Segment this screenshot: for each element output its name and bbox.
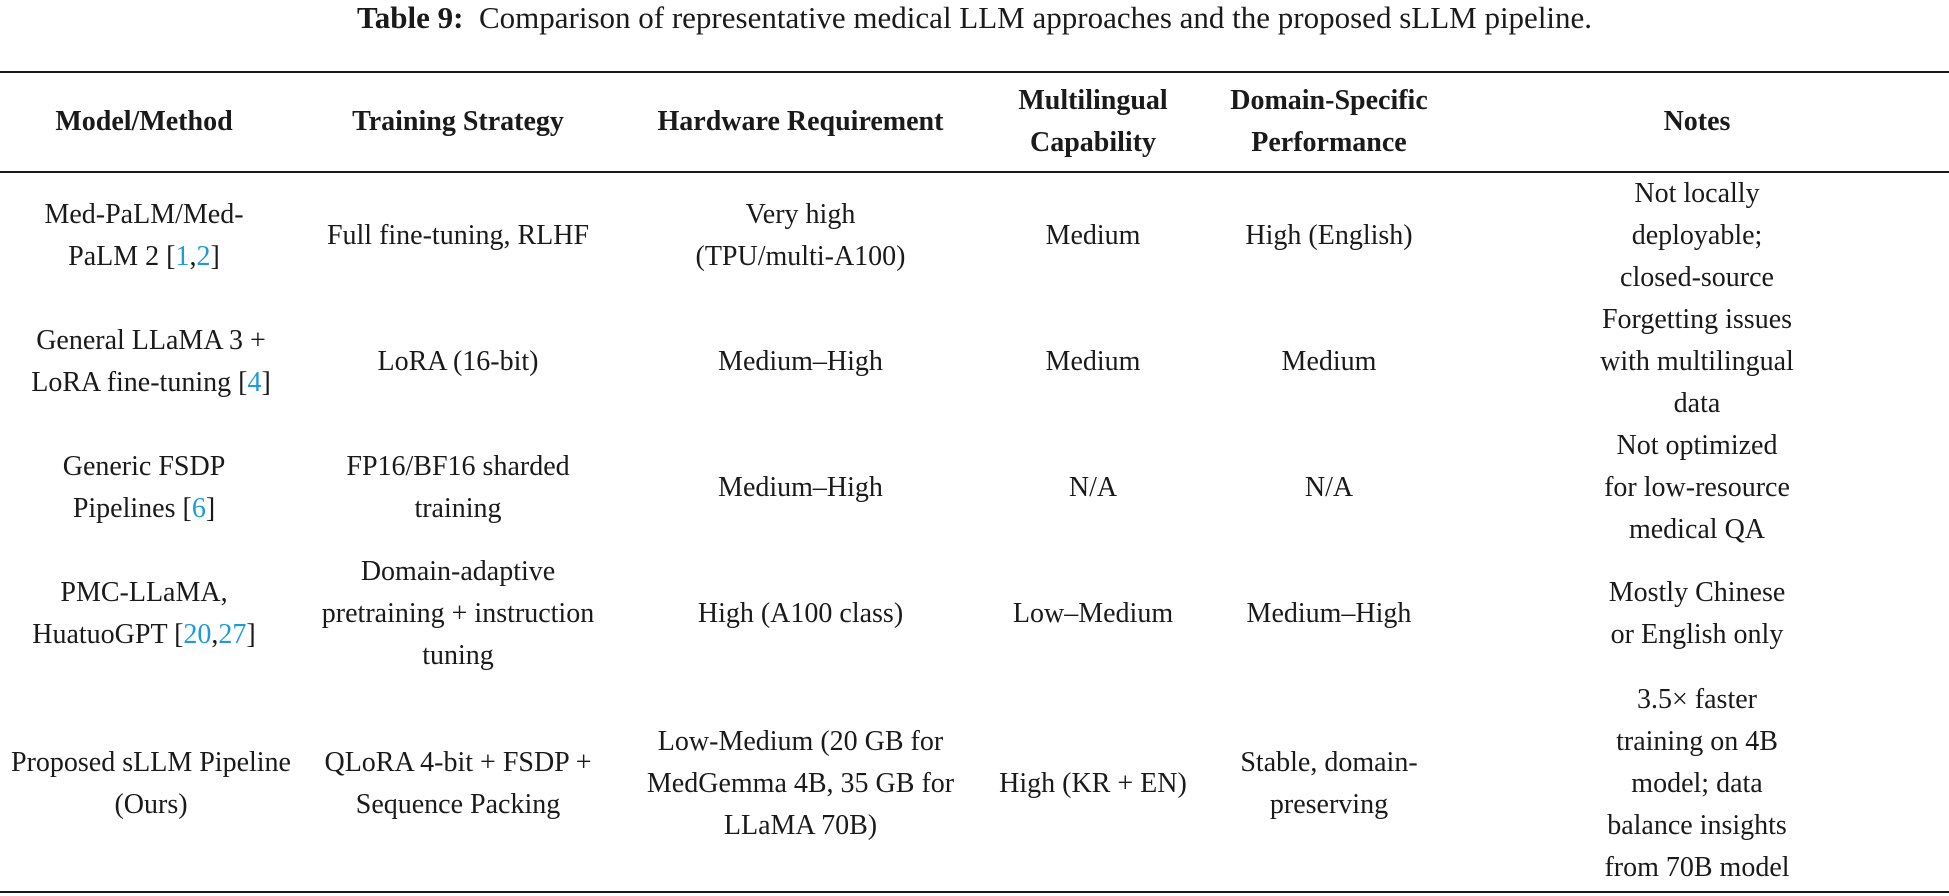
header-multilingual: Multilingual Capability bbox=[973, 72, 1213, 173]
header-notes: Notes bbox=[1445, 72, 1949, 173]
cell-training: Domain-adaptive pretraining + instructio… bbox=[321, 556, 595, 671]
citation-link[interactable]: 20 bbox=[183, 619, 212, 650]
cell-model: PMC-LLaMA, HuatuoGPT [20,27] bbox=[32, 577, 256, 650]
citation-link[interactable]: 4 bbox=[247, 367, 262, 398]
cell-training: Full fine-tuning, RLHF bbox=[326, 220, 590, 251]
cell-model: Generic FSDP Pipelines [6] bbox=[62, 451, 226, 524]
citation-link[interactable]: 1 bbox=[175, 241, 190, 272]
cell-notes: Mostly Chinese or English only bbox=[1608, 577, 1786, 650]
cell-notes: 3.5× faster training on 4B model; data b… bbox=[1604, 684, 1790, 883]
table-row: Generic FSDP Pipelines [6] FP16/BF16 sha… bbox=[0, 425, 1949, 551]
cell-hardware: High (A100 class) bbox=[697, 598, 904, 629]
table-header: Model/Method Training Strategy Hardware … bbox=[0, 72, 1949, 173]
cell-training: LoRA (16-bit) bbox=[377, 346, 539, 377]
table-row: Proposed sLLM Pipeline (Ours) QLoRA 4-bi… bbox=[0, 677, 1949, 892]
caption-text: Comparison of representative medical LLM… bbox=[478, 0, 1593, 35]
table-row: General LLaMA 3 + LoRA fine-tuning [4] L… bbox=[0, 299, 1949, 425]
cell-model: Med-PaLM/Med-PaLM 2 [1,2] bbox=[44, 199, 244, 272]
cell-domain: Medium–High bbox=[1246, 598, 1412, 629]
table-row: PMC-LLaMA, HuatuoGPT [20,27] Domain-adap… bbox=[0, 551, 1949, 677]
caption-label: Table 9: bbox=[356, 0, 464, 35]
header-hardware: Hardware Requirement bbox=[628, 72, 973, 173]
cell-training: QLoRA 4-bit + FSDP + Sequence Packing bbox=[324, 747, 592, 820]
header-domain: Domain-Specific Performance bbox=[1213, 72, 1445, 173]
header-model: Model/Method bbox=[0, 72, 288, 173]
cell-multilingual: Low–Medium bbox=[1012, 598, 1174, 629]
cell-multilingual: Medium bbox=[1045, 220, 1141, 251]
comparison-table-wrap: Model/Method Training Strategy Hardware … bbox=[0, 71, 1949, 893]
cell-multilingual: Medium bbox=[1045, 346, 1141, 377]
table-row: Med-PaLM/Med-PaLM 2 [1,2] Full fine-tuni… bbox=[0, 172, 1949, 299]
citation-link[interactable]: 6 bbox=[191, 493, 206, 524]
citation-link[interactable]: 27 bbox=[218, 619, 247, 650]
table-caption: Table 9: Comparison of representative me… bbox=[0, 0, 1949, 56]
cell-domain: High (English) bbox=[1245, 220, 1413, 251]
cell-model: Proposed sLLM Pipeline (Ours) bbox=[11, 747, 291, 820]
cell-training: FP16/BF16 sharded training bbox=[346, 451, 570, 524]
cell-domain: Stable, domain-preserving bbox=[1240, 747, 1418, 820]
citation-link[interactable]: 2 bbox=[196, 241, 211, 272]
header-training: Training Strategy bbox=[288, 72, 628, 173]
cell-notes: Not locally deployable; closed-source bbox=[1620, 178, 1774, 293]
cell-multilingual: N/A bbox=[1068, 472, 1118, 503]
cell-hardware: Medium–High bbox=[718, 472, 883, 503]
comparison-table: Model/Method Training Strategy Hardware … bbox=[0, 71, 1949, 893]
cell-notes: Not optimized for low-resource medical Q… bbox=[1604, 430, 1790, 545]
cell-domain: Medium bbox=[1281, 346, 1377, 377]
cell-hardware: Very high (TPU/multi-A100) bbox=[695, 199, 906, 272]
cell-domain: N/A bbox=[1304, 472, 1354, 503]
cell-multilingual: High (KR + EN) bbox=[999, 768, 1187, 799]
cell-model: General LLaMA 3 + LoRA fine-tuning [4] bbox=[31, 325, 271, 398]
cell-hardware: Low-Medium (20 GB for MedGemma 4B, 35 GB… bbox=[646, 726, 955, 841]
cell-hardware: Medium–High bbox=[718, 346, 883, 377]
cell-notes: Forgetting issues with multilingual data bbox=[1600, 304, 1794, 419]
